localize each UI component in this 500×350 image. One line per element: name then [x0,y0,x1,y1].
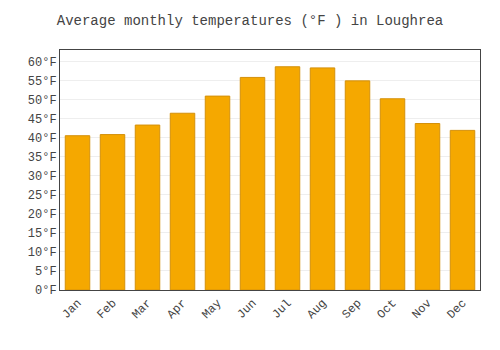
svg-text:Sep: Sep [339,297,364,322]
svg-text:Oct: Oct [374,297,399,322]
svg-text:10°F: 10°F [28,246,57,260]
svg-text:Apr: Apr [164,297,189,322]
svg-text:50°F: 50°F [28,94,57,108]
svg-text:Dec: Dec [444,297,469,322]
svg-text:20°F: 20°F [28,208,57,222]
svg-text:55°F: 55°F [28,75,57,89]
svg-text:Nov: Nov [409,297,434,322]
svg-text:0°F: 0°F [35,284,57,298]
svg-text:15°F: 15°F [28,227,57,241]
svg-text:Jan: Jan [59,297,84,322]
svg-text:35°F: 35°F [28,151,57,165]
svg-text:60°F: 60°F [28,56,57,70]
svg-text:Mar: Mar [129,297,154,322]
svg-text:25°F: 25°F [28,189,57,203]
svg-text:40°F: 40°F [28,132,57,146]
svg-text:Aug: Aug [304,297,329,322]
svg-text:5°F: 5°F [35,265,57,279]
svg-text:Feb: Feb [94,297,119,322]
svg-text:30°F: 30°F [28,170,57,184]
svg-text:Jun: Jun [234,297,259,322]
svg-text:Average monthly temperatures (: Average monthly temperatures (°F ) in Lo… [57,13,443,29]
svg-text:Jul: Jul [269,297,294,322]
svg-text:45°F: 45°F [28,113,57,127]
svg-text:May: May [199,297,224,322]
